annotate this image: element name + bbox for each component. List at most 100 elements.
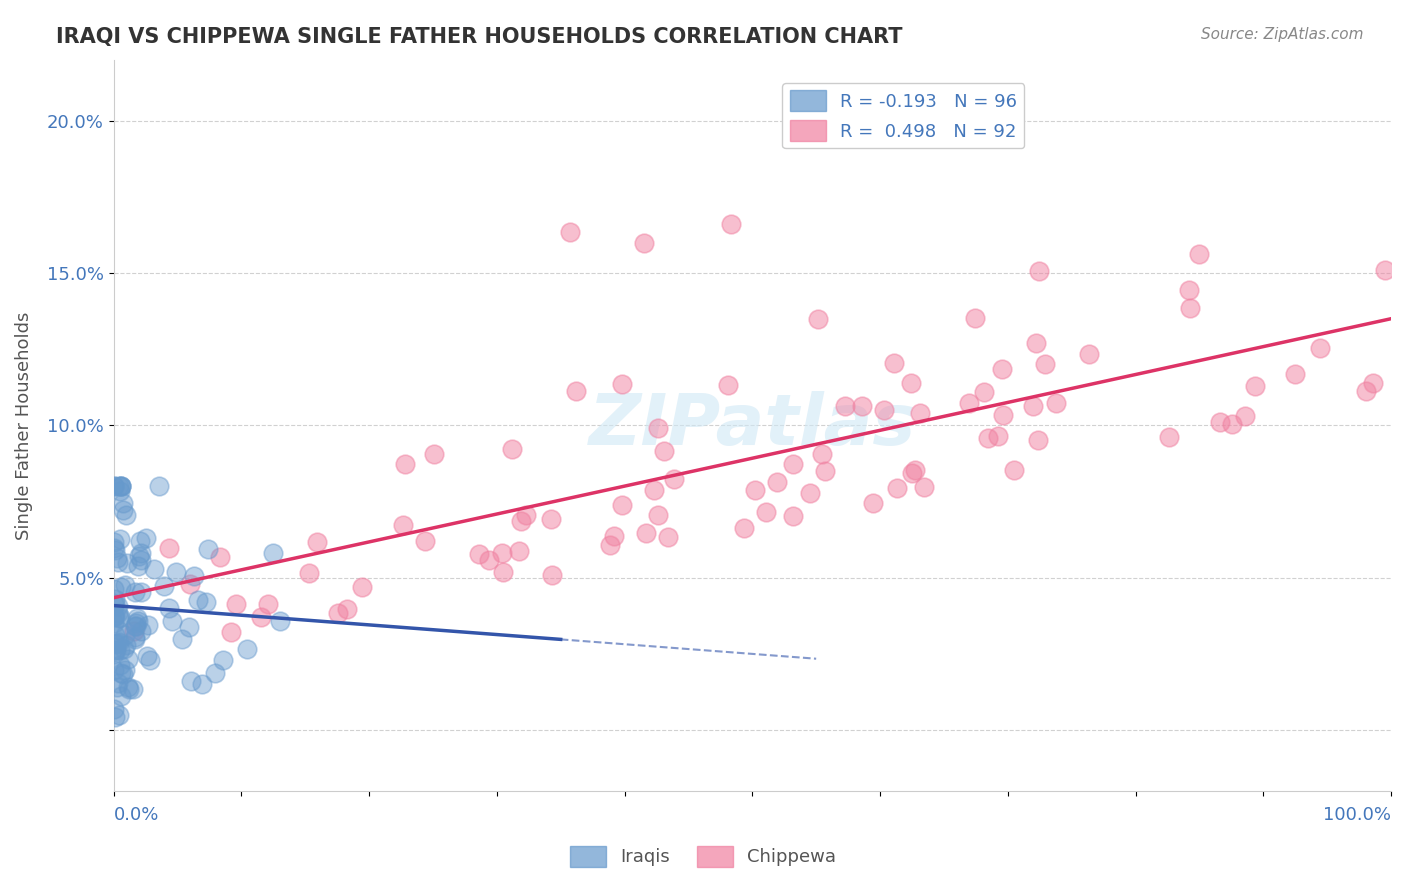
Point: [103, 597, 125, 611]
Point: [636, 525, 658, 540]
Point: [492, 565, 515, 579]
Point: [643, 483, 665, 498]
Point: [1355, 384, 1378, 399]
Point: [560, 225, 582, 239]
Point: [744, 483, 766, 497]
Point: [717, 377, 740, 392]
Point: [103, 541, 125, 556]
Point: [103, 582, 125, 596]
Point: [104, 542, 127, 557]
Point: [108, 611, 131, 625]
Point: [139, 653, 162, 667]
Point: [1021, 399, 1043, 413]
Point: [256, 597, 278, 611]
Point: [117, 556, 139, 570]
Point: [834, 399, 856, 413]
Point: [1361, 376, 1384, 390]
Point: [103, 534, 125, 549]
Point: [603, 529, 626, 543]
Point: [129, 546, 152, 560]
Point: [564, 384, 586, 398]
Point: [103, 647, 125, 661]
Point: [508, 544, 530, 558]
Point: [662, 472, 685, 486]
Point: [851, 399, 873, 413]
Point: [225, 597, 247, 611]
Point: [647, 508, 669, 522]
Point: [125, 611, 148, 625]
Point: [1220, 417, 1243, 431]
Point: [1002, 463, 1025, 477]
Point: [647, 420, 669, 434]
Point: [157, 600, 180, 615]
Point: [112, 496, 135, 510]
Point: [104, 710, 127, 724]
Point: [957, 396, 980, 410]
Point: [904, 463, 927, 477]
Point: [127, 558, 149, 573]
Point: [541, 568, 564, 582]
Point: [652, 444, 675, 458]
Point: [782, 509, 804, 524]
Point: [104, 628, 127, 642]
Point: [153, 579, 176, 593]
Point: [1374, 263, 1396, 277]
Point: [1284, 368, 1306, 382]
Point: [104, 609, 127, 624]
Point: [755, 505, 778, 519]
Point: [142, 561, 165, 575]
Point: [104, 598, 127, 612]
Point: [1309, 341, 1331, 355]
Point: [204, 665, 226, 680]
Point: [179, 577, 201, 591]
Point: [720, 218, 742, 232]
Point: [108, 657, 131, 672]
Point: [107, 708, 129, 723]
Point: [105, 680, 128, 694]
Point: [114, 508, 136, 522]
Point: [394, 457, 416, 471]
Point: [657, 530, 679, 544]
Point: [187, 593, 209, 607]
Point: [114, 638, 136, 652]
Point: [138, 618, 160, 632]
Point: [262, 546, 284, 560]
Point: [128, 549, 150, 563]
Point: [124, 585, 146, 599]
Point: [135, 648, 157, 663]
Point: [908, 406, 931, 420]
Point: [491, 546, 513, 560]
Point: [180, 673, 202, 688]
Point: [1045, 395, 1067, 409]
Point: [105, 636, 128, 650]
Point: [862, 496, 884, 510]
Point: [112, 641, 135, 656]
Point: [1178, 301, 1201, 315]
Point: [104, 643, 127, 657]
Point: [1233, 409, 1256, 423]
Point: [165, 565, 187, 579]
Point: [107, 555, 129, 569]
Point: [118, 682, 141, 697]
Point: [1078, 347, 1101, 361]
Point: [336, 601, 359, 615]
Point: [124, 619, 146, 633]
Point: [124, 630, 146, 644]
Point: [103, 663, 125, 677]
Legend: R = -0.193   N = 96, R =  0.498   N = 92: R = -0.193 N = 96, R = 0.498 N = 92: [782, 83, 1025, 148]
Point: [107, 676, 129, 690]
Point: [107, 599, 129, 613]
Text: IRAQI VS CHIPPEWA SINGLE FATHER HOUSEHOLDS CORRELATION CHART: IRAQI VS CHIPPEWA SINGLE FATHER HOUSEHOL…: [56, 27, 903, 46]
Point: [114, 577, 136, 591]
Point: [107, 623, 129, 637]
Point: [160, 614, 183, 628]
Point: [1188, 246, 1211, 260]
Point: [326, 606, 349, 620]
Point: [105, 551, 128, 566]
Point: [117, 651, 139, 665]
Point: [105, 638, 128, 652]
Point: [250, 609, 273, 624]
Text: 100.0%: 100.0%: [1323, 806, 1391, 824]
Point: [103, 608, 125, 623]
Point: [807, 311, 830, 326]
